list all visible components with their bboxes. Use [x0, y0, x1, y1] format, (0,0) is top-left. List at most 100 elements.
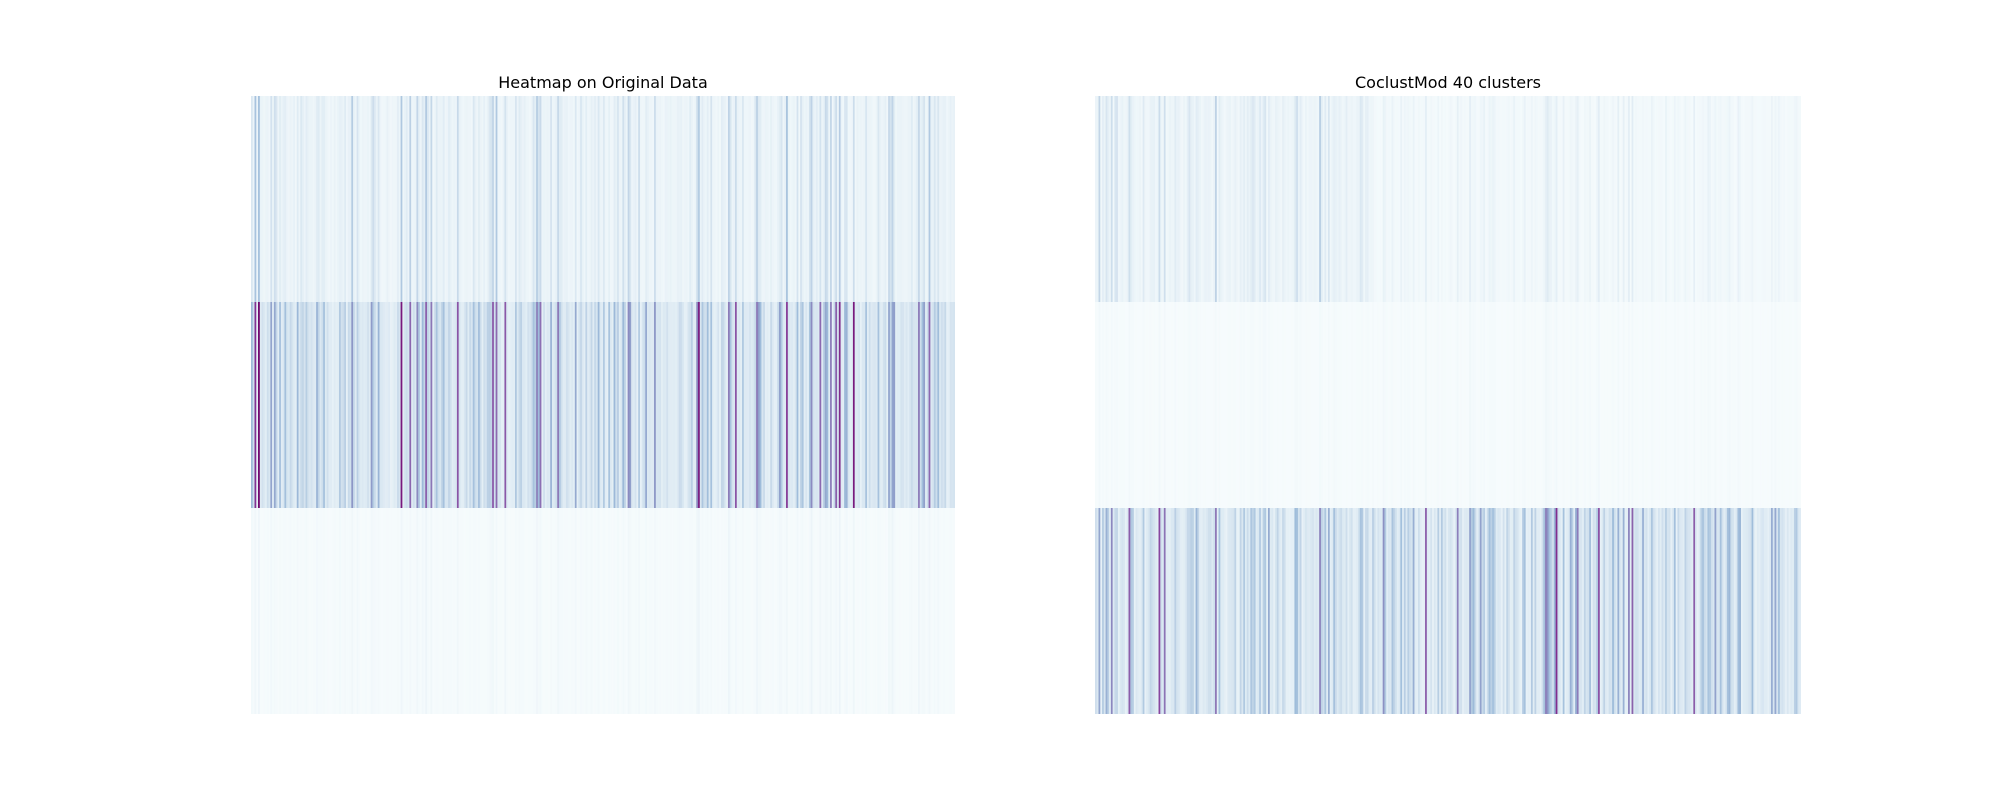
- heatmap-cell: [573, 508, 576, 714]
- heatmap-cell: [1308, 302, 1311, 508]
- heatmap-cell: [953, 508, 955, 714]
- heatmap-cell: [1282, 508, 1285, 714]
- heatmap-cell: [1647, 508, 1650, 714]
- heatmap-cell: [525, 508, 528, 714]
- heatmap-cell: [1636, 96, 1639, 302]
- heatmap-cell: [1647, 96, 1650, 302]
- heatmap-cell: [1107, 508, 1110, 714]
- heatmap-cell: [1762, 96, 1765, 302]
- heatmap-cell: [456, 302, 459, 508]
- heatmap-cell: [1606, 302, 1609, 508]
- heatmap-cell: [1493, 302, 1496, 508]
- heatmap-cell: [1666, 302, 1669, 508]
- heatmap-cell: [1525, 508, 1528, 714]
- heatmap-cell: [1573, 508, 1576, 714]
- heatmap-cell: [340, 302, 343, 508]
- heatmap-cell: [680, 508, 683, 714]
- heatmap-cell: [1174, 508, 1177, 714]
- heatmap-cell: [388, 96, 391, 302]
- heatmap-cell: [1620, 508, 1624, 714]
- heatmap-cell: [323, 302, 326, 508]
- heatmap-cell: [911, 96, 914, 302]
- heatmap-cell: [923, 96, 926, 302]
- heatmap-cell: [1444, 302, 1447, 508]
- heatmap-cell: [397, 508, 400, 714]
- heatmap-cell: [1536, 508, 1539, 714]
- heatmap-cell: [858, 508, 861, 714]
- heatmap-cell: [379, 508, 382, 714]
- heatmap-cell: [1534, 302, 1537, 508]
- heatmap-cell: [1767, 96, 1770, 302]
- heatmap-cell: [1733, 302, 1736, 508]
- heatmap-cell: [1442, 96, 1445, 302]
- heatmap-cell: [346, 302, 349, 508]
- heatmap-cell: [784, 302, 787, 508]
- heatmap-cell: [439, 96, 442, 302]
- heatmap-cell: [437, 508, 440, 714]
- heatmap-cell: [801, 96, 804, 302]
- heatmap-cell: [581, 508, 584, 714]
- heatmap-cell: [361, 96, 364, 302]
- heatmap-cell: [1170, 508, 1173, 714]
- heatmap-cell: [1476, 302, 1479, 508]
- heatmap-cell: [1322, 96, 1325, 302]
- heatmap-cell: [1310, 302, 1313, 508]
- heatmap-cell: [444, 302, 447, 508]
- heatmap-cell: [273, 96, 276, 302]
- heatmap-cell: [363, 302, 366, 508]
- heatmap-cell: [1190, 96, 1193, 302]
- heatmap-cell: [933, 508, 936, 714]
- heatmap-cell: [1672, 302, 1675, 508]
- heatmap-cell: [1755, 302, 1758, 508]
- heatmap-cell: [1590, 508, 1594, 714]
- heatmap-cell: [1340, 302, 1343, 508]
- heatmap-cell: [1682, 96, 1685, 302]
- heatmap-cell: [1636, 302, 1639, 508]
- heatmap-cell: [756, 508, 759, 714]
- heatmap-cell: [1650, 96, 1654, 302]
- heatmap-cell: [879, 508, 882, 714]
- heatmap-cell: [1199, 508, 1202, 714]
- heatmap-cell: [722, 96, 725, 302]
- heatmap-cell: [1550, 508, 1553, 714]
- heatmap-cell: [694, 302, 697, 508]
- heatmap-cell: [1435, 96, 1438, 302]
- heatmap-cell: [1102, 96, 1105, 302]
- heatmap-cell: [1428, 508, 1431, 714]
- heatmap-cell: [481, 302, 484, 508]
- heatmap-cell: [1158, 508, 1161, 714]
- heatmap-cell: [1596, 96, 1599, 302]
- heatmap-cell: [696, 508, 699, 714]
- heatmap-cell: [805, 96, 808, 302]
- heatmap-cell: [817, 302, 820, 508]
- heatmap-cell: [1158, 96, 1161, 302]
- heatmap-cell: [1506, 508, 1509, 714]
- heatmap-cell: [1232, 96, 1235, 302]
- heatmap-cell: [421, 302, 424, 508]
- heatmap-cell: [638, 302, 641, 508]
- heatmap-cell: [346, 96, 349, 302]
- heatmap-cell: [1530, 96, 1534, 302]
- heatmap-cell: [835, 96, 838, 302]
- heatmap-cell: [1137, 96, 1140, 302]
- heatmap-cell: [585, 302, 588, 508]
- heatmap-cell: [1387, 508, 1391, 714]
- heatmap-cell: [1435, 508, 1438, 714]
- heatmap-cell: [460, 96, 463, 302]
- heatmap-cell: [319, 508, 322, 714]
- heatmap-cell: [1213, 508, 1216, 714]
- heatmap-cell: [409, 96, 412, 302]
- heatmap-cell: [520, 96, 523, 302]
- heatmap-cell: [268, 302, 271, 508]
- heatmap-cell: [606, 508, 609, 714]
- heatmap-cell: [1343, 508, 1346, 714]
- heatmap-cell: [868, 302, 871, 508]
- heatmap-cell: [1455, 96, 1458, 302]
- heatmap-cell: [1335, 96, 1338, 302]
- heatmap-cell: [1121, 302, 1124, 508]
- heatmap-cell: [1119, 508, 1122, 714]
- heatmap-cell: [1331, 508, 1334, 714]
- heatmap-cell: [745, 508, 748, 714]
- heatmap-cell: [314, 96, 317, 302]
- heatmap-cell: [463, 96, 467, 302]
